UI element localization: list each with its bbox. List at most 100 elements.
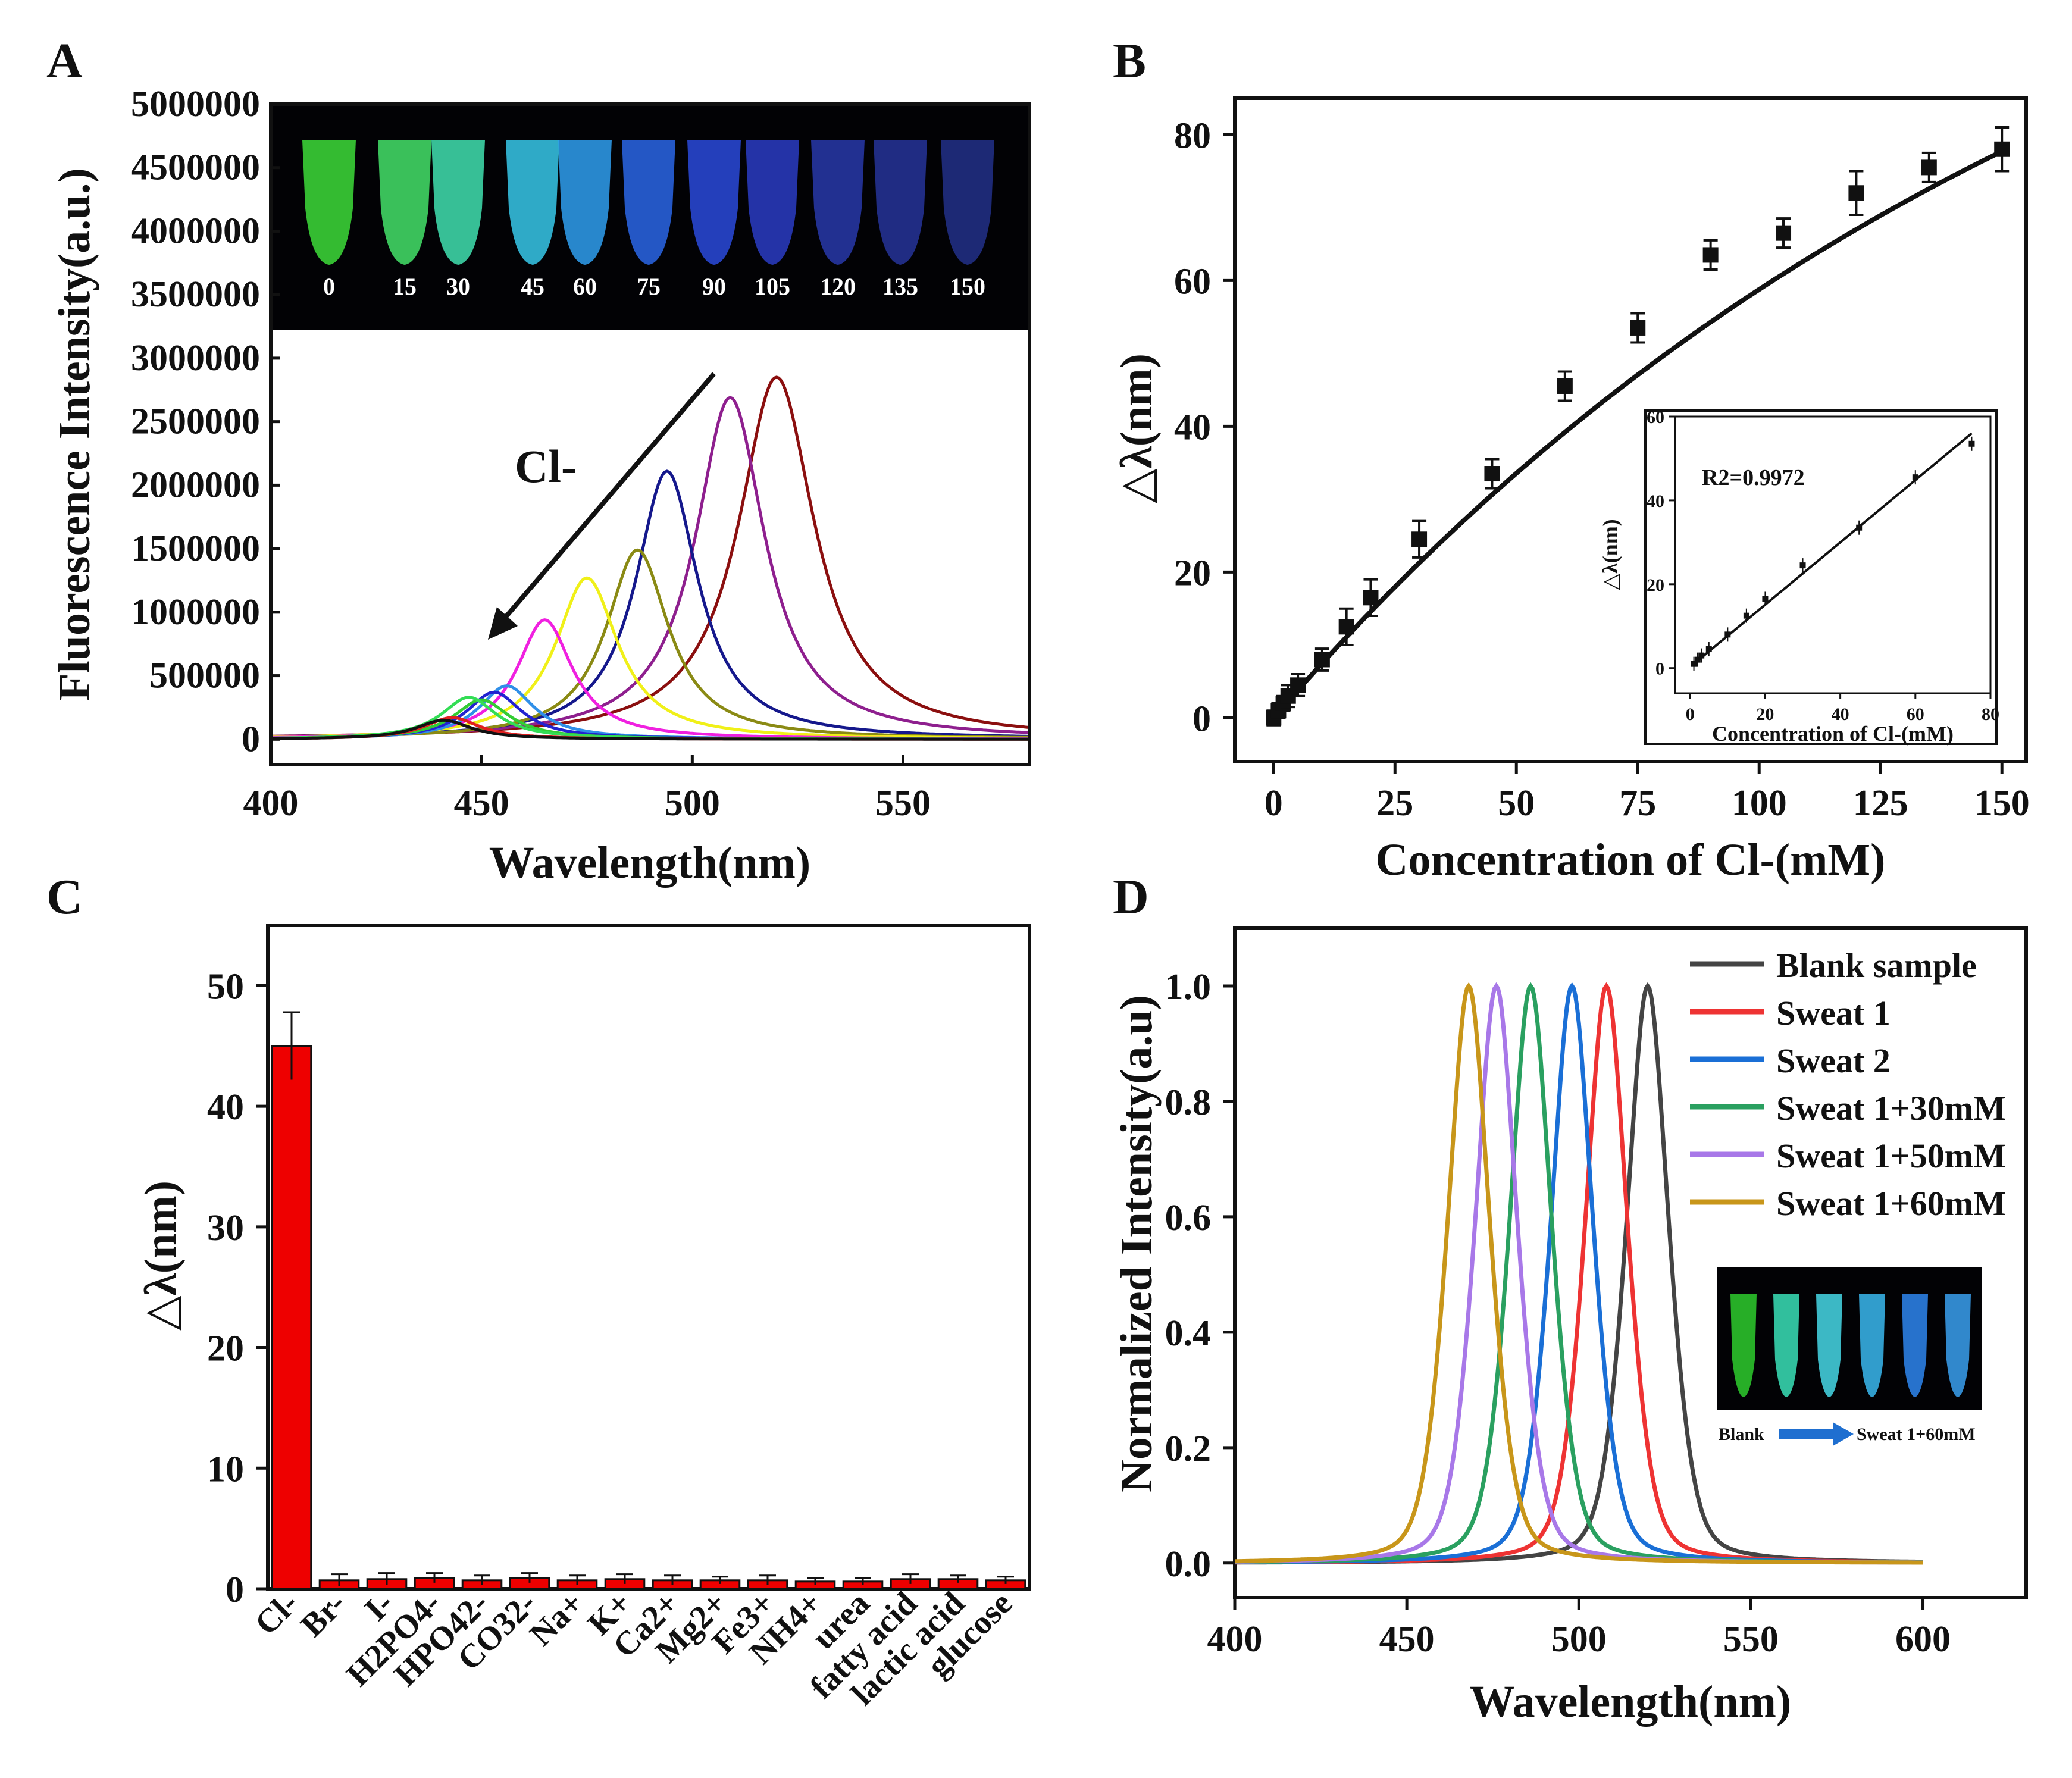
inset-point-b <box>1694 656 1701 663</box>
legend-label-d: Blank sample <box>1776 946 1977 985</box>
data-point-b <box>1702 247 1719 263</box>
inset-ytick-label-b: 40 <box>1647 492 1664 511</box>
ytick-label-a: 4000000 <box>131 211 260 251</box>
spectra-d <box>1234 982 1923 1565</box>
photo-from-label-d: Blank <box>1719 1425 1764 1444</box>
data-point-b <box>1314 652 1330 668</box>
plot-frame-d <box>1233 926 2028 1599</box>
data-point-b <box>1994 141 2010 157</box>
tube-a-9 <box>874 140 927 265</box>
inset-ytick-label-b: 20 <box>1647 575 1664 595</box>
tube-label-a: 0 <box>323 273 335 300</box>
ytick-label-a: 3500000 <box>131 274 260 315</box>
tube-photo-a: 0 15 30 45 60 75 90 105 120 135 150 <box>271 104 1029 330</box>
annotation-cl-a: Cl- <box>515 440 577 492</box>
photo-background-d <box>1717 1267 1982 1410</box>
panel-label-b: B <box>1113 33 1146 89</box>
tube-d-1 <box>1773 1294 1799 1397</box>
ytick-label-a: 500000 <box>149 656 260 696</box>
series-line-a-4 <box>270 576 1029 740</box>
xtick-label-b: 150 <box>1974 783 2030 824</box>
tube-a-0 <box>302 140 356 265</box>
xtick-label-b: 50 <box>1498 783 1535 824</box>
ytick-label-b: 0 <box>1193 699 1211 739</box>
inset-xtick-label-b: 60 <box>1907 705 1924 724</box>
inset-xtick-label-b: 40 <box>1832 705 1849 724</box>
ytick-label-a: 2500000 <box>131 402 260 442</box>
tube-a-5 <box>622 140 675 265</box>
inset-point-b <box>1856 524 1863 531</box>
tube-label-a: 45 <box>521 273 544 300</box>
data-point-b <box>1484 466 1500 482</box>
inset-point-b <box>1799 562 1806 569</box>
ytick-label-c: 40 <box>207 1087 244 1128</box>
tube-d-3 <box>1859 1294 1885 1397</box>
ytick-label-b: 60 <box>1174 261 1211 302</box>
xtick-label-a: 450 <box>454 783 509 824</box>
tube-label-a: 120 <box>820 273 856 300</box>
xtick-label-a: 500 <box>665 783 720 824</box>
xtick-label-d: 550 <box>1723 1619 1779 1660</box>
tube-a-4 <box>558 140 612 265</box>
bar-c <box>271 1045 312 1590</box>
panel-label-d: D <box>1113 869 1149 925</box>
legend-label-d: Sweat 1+60mM <box>1776 1184 2006 1223</box>
inset-ytick-label-b: 0 <box>1655 659 1664 679</box>
ytick-label-d: 0.0 <box>1165 1544 1212 1585</box>
xlabel-b: Concentration of Cl-(mM) <box>1376 835 1886 885</box>
ytick-label-a: 1500000 <box>131 528 260 569</box>
legend-d: Blank sample Sweat 1 Sweat 2 Sweat 1+30mM Sw… <box>1690 946 2006 1223</box>
inset-point-b <box>1698 652 1705 659</box>
data-point-b <box>1848 185 1864 201</box>
tube-d-2 <box>1816 1294 1842 1397</box>
tube-a-10 <box>941 140 994 265</box>
series-line-a-0 <box>271 375 1030 738</box>
inset-axes-b <box>1674 415 1992 694</box>
inset-point-b <box>1762 596 1769 602</box>
tube-label-a: 15 <box>393 273 417 300</box>
plot-frame-c <box>266 924 1031 1591</box>
ytick-label-b: 20 <box>1174 553 1211 593</box>
xtick-label-b: 75 <box>1619 783 1656 824</box>
photo-arrow-head-d <box>1833 1422 1854 1446</box>
inset-xlabel-b: Concentration of Cl-(mM) <box>1712 722 1954 746</box>
tube-a-3 <box>506 140 559 265</box>
ytick-label-d: 0.6 <box>1165 1198 1212 1238</box>
ytick-label-d: 0.2 <box>1165 1429 1212 1469</box>
series-line-a-5 <box>271 618 1029 740</box>
data-point-b <box>1290 677 1306 693</box>
xtick-label-b: 0 <box>1265 783 1283 824</box>
ytick-label-c: 20 <box>207 1329 244 1369</box>
category-label-c: Na+ <box>522 1585 591 1653</box>
ytick-label-b: 80 <box>1174 115 1211 156</box>
tube-label-a: 30 <box>446 273 470 300</box>
inset-frame-b <box>1644 409 1998 745</box>
r-squared-b: R2=0.9972 <box>1702 465 1805 490</box>
arrow-a <box>492 372 716 633</box>
inset-xtick-label-b: 80 <box>1982 705 1999 724</box>
tube-label-a: 135 <box>882 273 918 300</box>
inset-ytick-label-b: 60 <box>1647 408 1664 427</box>
ytick-label-a: 5000000 <box>131 84 260 124</box>
xtick-label-d: 600 <box>1895 1619 1951 1660</box>
panel-label-a: A <box>46 33 83 89</box>
xtick-label-b: 25 <box>1376 783 1413 824</box>
xtick-label-d: 400 <box>1207 1619 1263 1660</box>
tube-label-a: 90 <box>702 273 726 300</box>
data-point-b <box>1630 320 1646 336</box>
tube-label-a: 150 <box>950 273 985 300</box>
tube-label-a: 105 <box>755 273 790 300</box>
tube-d-0 <box>1730 1294 1757 1397</box>
fit-curve-b <box>1272 149 2003 720</box>
series-line-a-11 <box>271 718 1029 741</box>
series-line-d-5 <box>1235 982 1923 1565</box>
data-point-b <box>1411 531 1428 547</box>
tube-photo-d: Blank Sweat 1+60mM <box>1717 1267 1982 1446</box>
ytick-label-d: 1.0 <box>1165 967 1212 1007</box>
inset-ylabel-b: △λ(nm) <box>1598 519 1622 590</box>
spectra-a <box>270 375 1030 741</box>
ytick-label-a: 2000000 <box>131 465 260 505</box>
inset-point-b <box>1705 646 1712 653</box>
xtick-label-a: 400 <box>243 783 299 824</box>
